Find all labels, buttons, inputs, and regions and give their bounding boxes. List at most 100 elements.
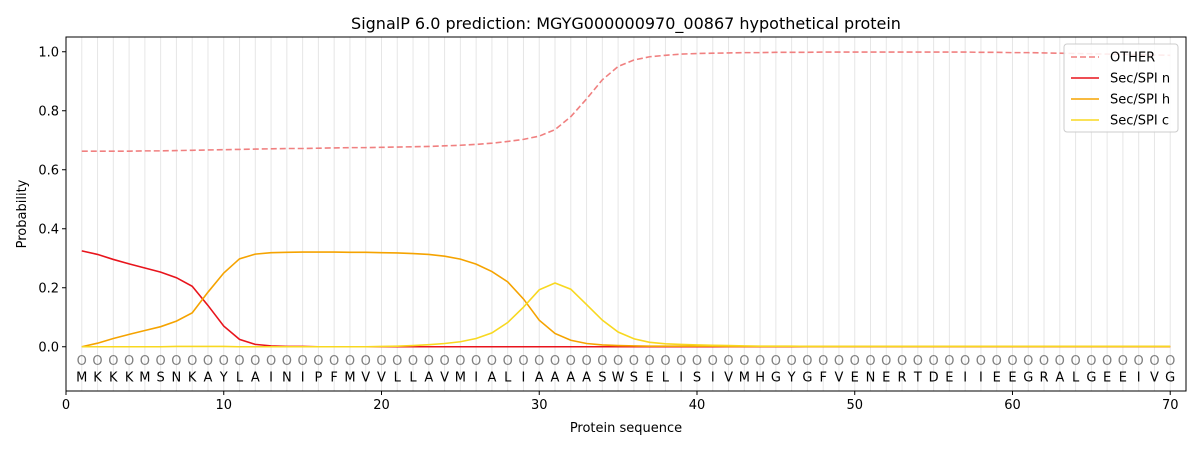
sequence-letter: Y xyxy=(787,370,796,385)
y-axis-ticks: 0.0 0.2 0.4 0.6 0.8 1.0 xyxy=(38,45,66,355)
residue-marker: O xyxy=(408,354,418,369)
residue-marker: O xyxy=(1086,354,1096,369)
residue-marker: O xyxy=(329,354,339,369)
x-axis-ticks: 0 10 20 30 40 50 60 70 xyxy=(62,391,1178,413)
sequence-letter: N xyxy=(172,370,182,385)
residue-marker: O xyxy=(77,354,87,369)
residue-marker: O xyxy=(960,354,970,369)
residue-marker: O xyxy=(439,354,449,369)
sequence-letter: V xyxy=(835,370,844,385)
residue-marker: O xyxy=(1007,354,1017,369)
sequence-letter: M xyxy=(739,370,750,385)
residue-marker: O xyxy=(455,354,465,369)
x-tick-label: 40 xyxy=(689,398,706,413)
y-tick-label: 0.6 xyxy=(38,163,59,178)
sequence-letter: K xyxy=(109,370,118,385)
residue-marker: O xyxy=(676,354,686,369)
residue-marker: O xyxy=(518,354,528,369)
sequence-letter: M xyxy=(76,370,87,385)
residue-marker: O xyxy=(361,354,371,369)
sequence-letter: P xyxy=(314,370,322,385)
residue-marker: O xyxy=(660,354,670,369)
sequence-letter: R xyxy=(1040,370,1049,385)
sequence-letter: M xyxy=(344,370,355,385)
sequence-letter: F xyxy=(330,370,337,385)
residue-marker: O xyxy=(708,354,718,369)
residue-marker: O xyxy=(818,354,828,369)
sequence-letter: A xyxy=(251,370,260,385)
sequence-letter: V xyxy=(1150,370,1159,385)
sequence-letter: A xyxy=(535,370,544,385)
residue-marker: O xyxy=(92,354,102,369)
sequence-letter: E xyxy=(993,370,1001,385)
residue-marker: O xyxy=(597,354,607,369)
residue-marker: O xyxy=(692,354,702,369)
residue-marker: O xyxy=(487,354,497,369)
residue-marker: O xyxy=(865,354,875,369)
series-line xyxy=(81,51,1171,152)
series-lines xyxy=(81,51,1171,348)
sequence-letter: E xyxy=(851,370,859,385)
residue-marker: O xyxy=(755,354,765,369)
sequence-letter: Y xyxy=(219,370,228,385)
residue-marker: O xyxy=(550,354,560,369)
residue-marker: O xyxy=(1165,354,1175,369)
sequence-letter: K xyxy=(125,370,134,385)
y-tick-label: 0.4 xyxy=(38,222,59,237)
sequence-letter: H xyxy=(755,370,765,385)
residue-marker: O xyxy=(992,354,1002,369)
sequence-letter: M xyxy=(455,370,466,385)
sequence-letter: A xyxy=(424,370,433,385)
sequence-letter: S xyxy=(598,370,606,385)
residue-marker: O xyxy=(1039,354,1049,369)
sequence-letter: G xyxy=(771,370,781,385)
residue-marker: O xyxy=(298,354,308,369)
y-tick-label: 0.2 xyxy=(38,281,59,296)
residue-marker: O xyxy=(171,354,181,369)
sequence-letter: V xyxy=(361,370,370,385)
sequence-letter: N xyxy=(866,370,876,385)
sequence-letter: W xyxy=(612,370,625,385)
sequence-letter: I xyxy=(474,370,478,385)
sequence-letter: I xyxy=(1137,370,1141,385)
residue-marker: O xyxy=(1118,354,1128,369)
sequence-letter: S xyxy=(157,370,165,385)
legend-label: Sec/SPI c xyxy=(1110,114,1169,129)
residue-marker: O xyxy=(108,354,118,369)
x-tick-label: 60 xyxy=(1004,398,1021,413)
residue-marker: O xyxy=(913,354,923,369)
y-tick-label: 1.0 xyxy=(38,45,59,60)
residue-marker: O xyxy=(787,354,797,369)
residue-marker: O xyxy=(392,354,402,369)
residue-marker: O xyxy=(140,354,150,369)
residue-marker: O xyxy=(250,354,260,369)
sequence-letter: I xyxy=(963,370,967,385)
sequence-letter: L xyxy=(394,370,402,385)
sequence-letter: G xyxy=(1023,370,1033,385)
sequence-letter: A xyxy=(582,370,591,385)
x-tick-label: 20 xyxy=(373,398,390,413)
sequence-letter: E xyxy=(1008,370,1016,385)
sequence-letter: K xyxy=(93,370,102,385)
residue-marker: O xyxy=(881,354,891,369)
chart-title: SignalP 6.0 prediction: MGYG000000970_00… xyxy=(351,14,901,34)
sequence-letter: E xyxy=(646,370,654,385)
residue-marker: O xyxy=(802,354,812,369)
sequence-letter: V xyxy=(724,370,733,385)
residue-marker: O xyxy=(613,354,623,369)
residue-marker: O xyxy=(944,354,954,369)
sequence-letter: I xyxy=(522,370,526,385)
sequence-letter: M xyxy=(139,370,150,385)
sequence-letter: L xyxy=(662,370,670,385)
sequence-letter: T xyxy=(913,370,922,385)
legend: OTHER Sec/SPI n Sec/SPI h Sec/SPI c xyxy=(1063,43,1179,133)
legend-label: Sec/SPI h xyxy=(1110,93,1170,108)
sequence-letter: I xyxy=(711,370,715,385)
residue-marker: O xyxy=(156,354,166,369)
residue-marker: O xyxy=(850,354,860,369)
sequence-letter: G xyxy=(1165,370,1175,385)
sequence-letter: G xyxy=(802,370,812,385)
sequence-letter: E xyxy=(1119,370,1127,385)
